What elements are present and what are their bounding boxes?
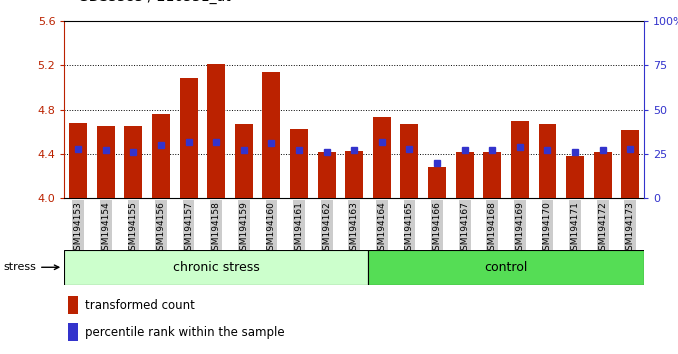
Bar <box>290 129 308 198</box>
Bar <box>621 130 639 198</box>
Bar <box>566 156 584 198</box>
Bar <box>207 64 225 198</box>
Text: chronic stress: chronic stress <box>173 261 260 274</box>
Bar <box>152 114 170 198</box>
Text: GDS3383 / 216531_at: GDS3383 / 216531_at <box>78 0 231 4</box>
Bar <box>594 152 612 198</box>
Bar <box>345 151 363 198</box>
Bar <box>68 296 79 314</box>
Text: control: control <box>484 261 527 274</box>
Bar <box>180 78 197 198</box>
Bar <box>125 126 142 198</box>
Bar <box>368 250 644 285</box>
Bar <box>511 121 529 198</box>
Bar <box>64 250 368 285</box>
Text: percentile rank within the sample: percentile rank within the sample <box>85 326 285 339</box>
Bar <box>68 323 79 341</box>
Text: transformed count: transformed count <box>85 298 195 312</box>
Bar <box>483 152 501 198</box>
Bar <box>262 72 281 198</box>
Text: stress: stress <box>3 262 59 272</box>
Bar <box>318 152 336 198</box>
Bar <box>97 126 115 198</box>
Bar <box>69 123 87 198</box>
Bar <box>373 118 391 198</box>
Bar <box>538 124 557 198</box>
Bar <box>428 167 446 198</box>
Bar <box>401 124 418 198</box>
Bar <box>456 152 474 198</box>
Bar <box>235 124 253 198</box>
